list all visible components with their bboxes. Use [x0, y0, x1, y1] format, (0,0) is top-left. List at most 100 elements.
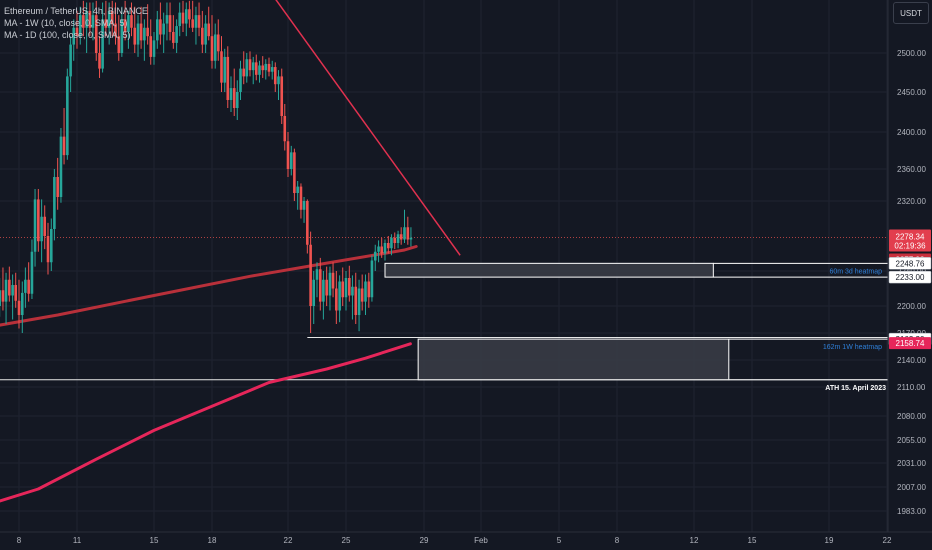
- candle: [399, 227, 403, 245]
- candle: [280, 68, 284, 124]
- trendline: [275, 0, 461, 256]
- price-tick-label: 2140.00: [897, 356, 926, 365]
- candle: [66, 68, 69, 160]
- candle-body: [181, 12, 185, 24]
- candle-body: [94, 15, 98, 54]
- candle-body: [40, 216, 43, 242]
- candle: [223, 48, 227, 92]
- candle-body: [17, 300, 21, 315]
- price-tick-label: 2055.00: [897, 436, 926, 445]
- candle: [289, 145, 293, 176]
- time-tick-label: 22: [284, 536, 293, 545]
- candle: [136, 15, 140, 57]
- candle-body: [406, 227, 410, 240]
- time-axis: 8 11 15 18 22 25 29 Feb 5 8 12 15 19 22: [17, 536, 892, 545]
- candle-body: [277, 76, 280, 85]
- current-price-badge-bg: [889, 229, 931, 252]
- candle: [331, 262, 335, 298]
- candle-body: [216, 34, 220, 52]
- time-tick-label: 8: [17, 536, 22, 545]
- candle: [11, 274, 14, 320]
- candle: [267, 57, 271, 77]
- candle-body: [133, 27, 137, 45]
- candle-body: [107, 10, 111, 28]
- candle: [380, 237, 383, 258]
- moving-average-2: [0, 342, 412, 503]
- price-tick-label: 2200.00: [897, 302, 926, 311]
- currency-button[interactable]: USDT: [893, 2, 929, 24]
- candle-body: [229, 88, 233, 100]
- price-badge-bg: [888, 270, 932, 284]
- candle: [107, 2, 111, 45]
- candle: [49, 218, 53, 271]
- candle: [367, 272, 371, 308]
- candle-body: [46, 236, 50, 263]
- candle: [110, 0, 114, 37]
- candle: [296, 181, 299, 210]
- candle: [98, 36, 101, 78]
- candle-body: [37, 199, 40, 242]
- current-price-value: 2278.34: [896, 232, 925, 241]
- candle-body: [309, 244, 312, 306]
- candle-body: [20, 292, 24, 315]
- candle-body: [383, 243, 387, 254]
- candle: [302, 197, 306, 223]
- candle-body: [130, 15, 133, 28]
- candle-body: [399, 234, 403, 240]
- candle-body: [354, 286, 358, 315]
- candle: [357, 279, 361, 332]
- candle-body: [75, 27, 79, 37]
- candle: [175, 19, 178, 53]
- candle: [72, 19, 76, 61]
- candle: [201, 10, 204, 53]
- candle-body: [409, 237, 413, 240]
- candle: [33, 189, 37, 267]
- candle-body: [91, 15, 95, 28]
- price-tick-label: 2500.00: [897, 49, 926, 58]
- candle-body: [390, 237, 393, 249]
- candle: [152, 31, 156, 65]
- candle-body: [152, 40, 156, 57]
- candle: [242, 51, 246, 85]
- candle: [62, 108, 66, 165]
- price-tick-label: 2080.00: [897, 412, 926, 421]
- candle-body: [315, 269, 319, 280]
- candle: [341, 267, 345, 306]
- price-badge-value: 2248.76: [896, 259, 925, 268]
- candle-body: [351, 286, 354, 296]
- candle-body: [27, 279, 30, 294]
- candle-body: [146, 27, 149, 37]
- candle-body: [251, 62, 255, 71]
- candle: [181, 0, 185, 32]
- candle-body: [59, 136, 63, 197]
- candle: [393, 232, 397, 250]
- candle: [325, 266, 328, 306]
- candle: [377, 240, 380, 263]
- candle: [299, 183, 303, 219]
- candle: [245, 53, 249, 83]
- candle: [390, 234, 393, 256]
- candle-body: [24, 279, 27, 293]
- candle: [120, 6, 124, 57]
- price-tick-label: 2360.00: [897, 165, 926, 174]
- drawn-lines: [0, 0, 888, 381]
- price-badge-value: 2158.74: [896, 339, 925, 348]
- candle-body: [220, 51, 223, 83]
- time-tick-label: 11: [73, 536, 82, 545]
- candle-body: [62, 136, 66, 156]
- candle: [264, 59, 268, 80]
- candle-body: [213, 34, 217, 61]
- candle: [277, 70, 280, 100]
- candle: [43, 205, 47, 250]
- candle: [4, 272, 8, 324]
- candle: [328, 266, 332, 311]
- candle-body: [239, 68, 242, 92]
- candle-body: [248, 59, 252, 71]
- candle-body: [312, 279, 316, 306]
- candle-body: [149, 36, 153, 57]
- candle-body: [175, 26, 178, 43]
- price-badges: 2278.3402:19:362277.982248.762233.002163…: [888, 229, 932, 350]
- candle: [146, 4, 149, 45]
